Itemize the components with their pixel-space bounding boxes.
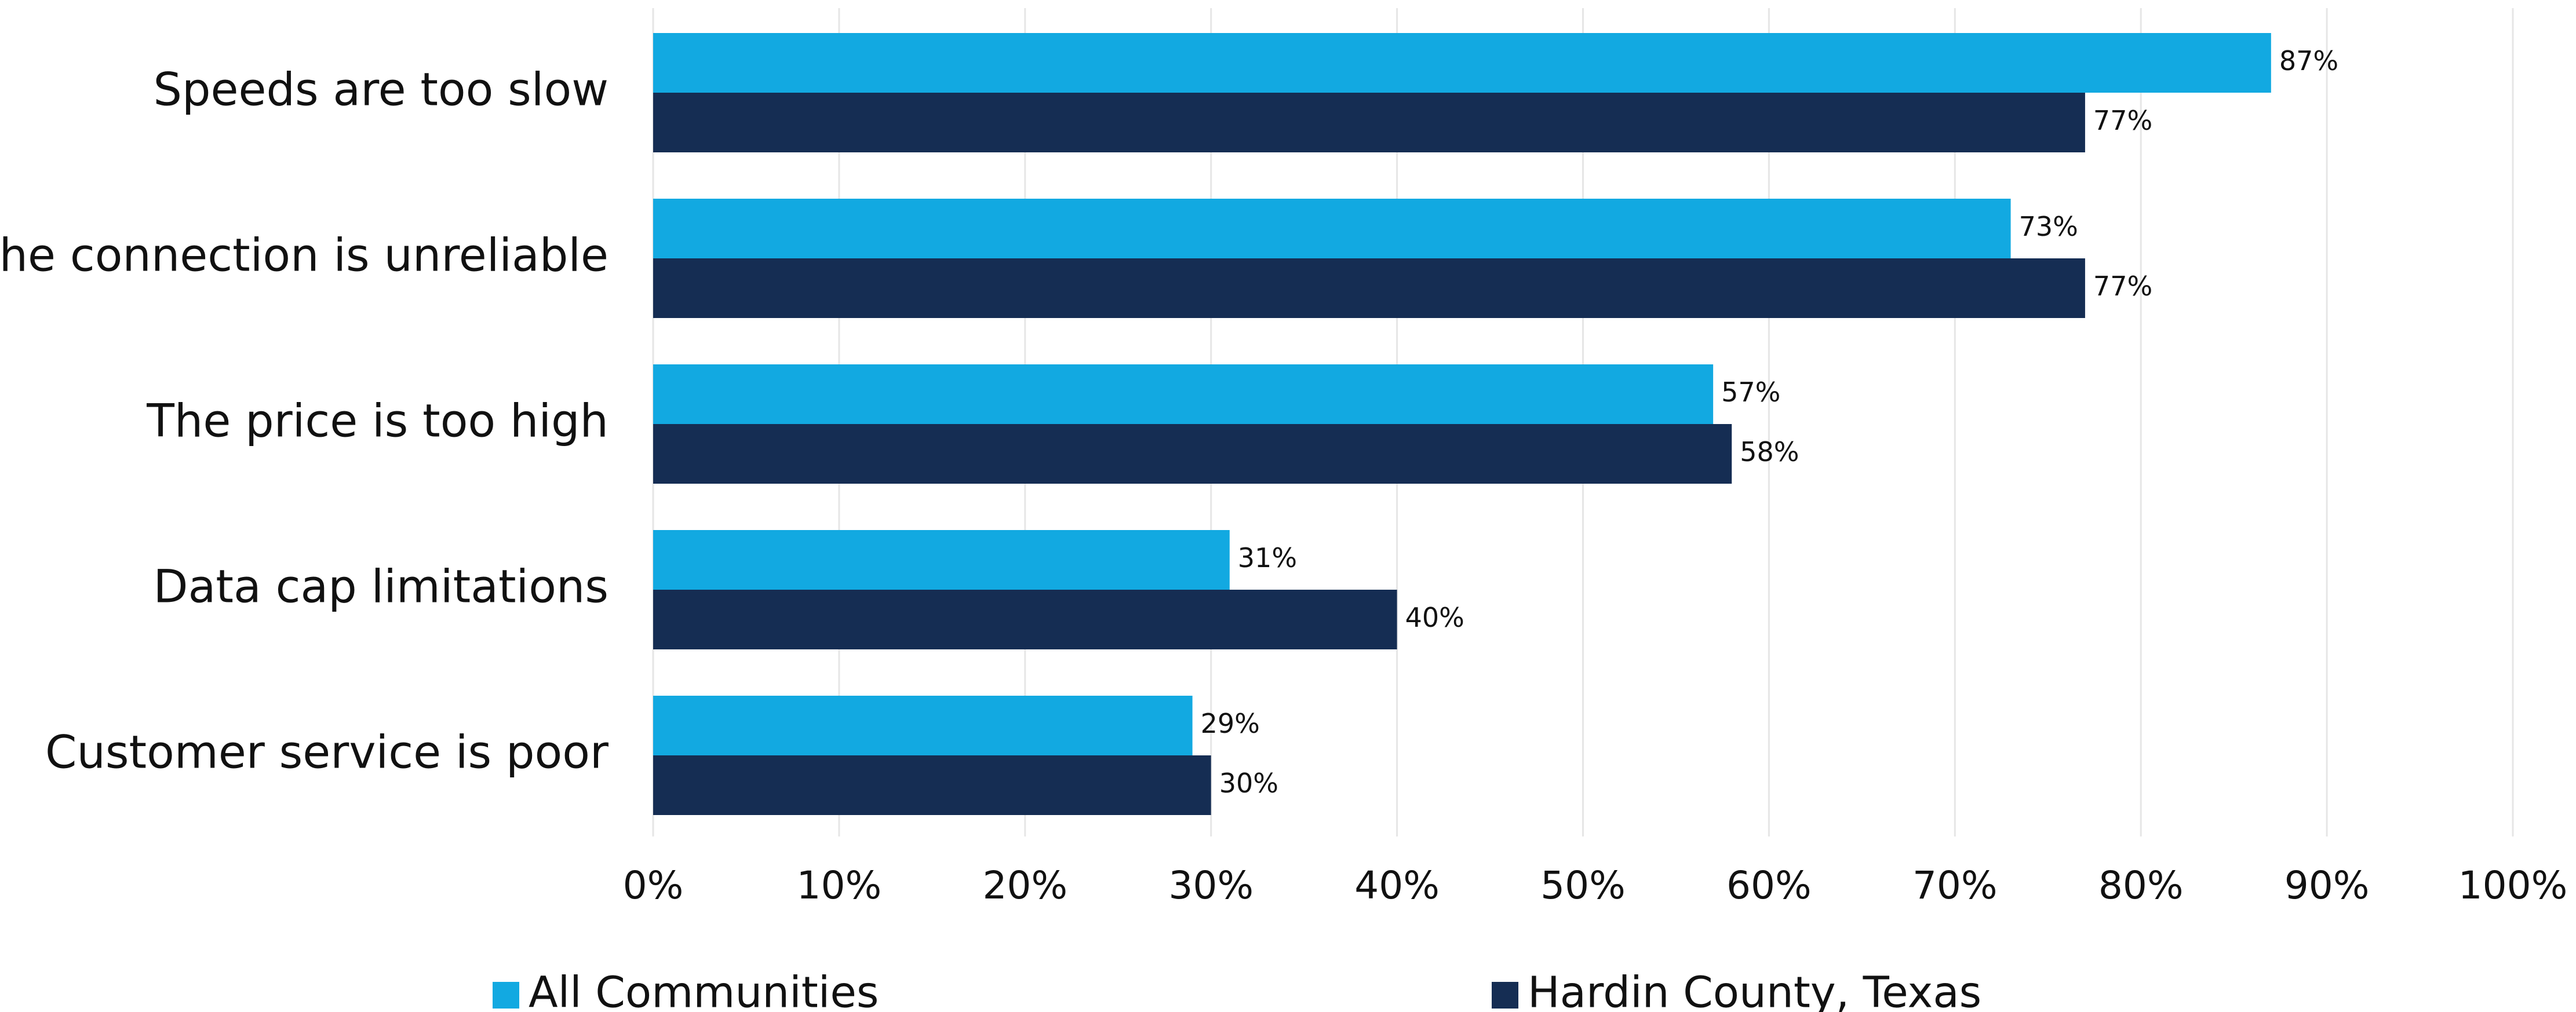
bar: [653, 755, 1211, 815]
value-label: 31%: [1238, 542, 1297, 573]
y-tick-label: The connection is unreliable: [0, 229, 609, 282]
bar: [653, 590, 1397, 649]
x-tick-label: 10%: [797, 863, 882, 908]
y-tick-label: The price is too high: [146, 395, 609, 447]
x-tick-label: 50%: [1540, 863, 1626, 908]
x-tick-label: 80%: [2098, 863, 2184, 908]
bar: [653, 33, 2271, 93]
y-tick-label: Customer service is poor: [45, 726, 609, 779]
x-tick-label: 90%: [2284, 863, 2370, 908]
x-tick-label: 100%: [2458, 863, 2568, 908]
bar: [653, 258, 2085, 318]
bar: [653, 424, 1732, 484]
y-tick-label: Data cap limitations: [154, 561, 609, 613]
bar: [653, 696, 1193, 755]
legend-swatch: [493, 982, 519, 1009]
legend-label: Hardin County, Texas: [1528, 968, 1981, 1012]
x-tick-label: 40%: [1354, 863, 1440, 908]
bar: [653, 530, 1230, 590]
legend-swatch: [1492, 982, 1518, 1009]
value-label: 73%: [2019, 211, 2078, 242]
x-tick-label: 70%: [1912, 863, 1998, 908]
value-label: 77%: [2093, 271, 2152, 302]
x-tick-label: 60%: [1726, 863, 1812, 908]
value-label: 40%: [1405, 602, 1464, 633]
value-label: 30%: [1219, 768, 1278, 799]
value-label: 77%: [2093, 105, 2152, 136]
x-tick-label: 0%: [623, 863, 684, 908]
bar: [653, 199, 2011, 258]
y-tick-label: Speeds are too slow: [153, 64, 609, 116]
value-label: 58%: [1740, 436, 1799, 467]
bar: [653, 364, 1714, 424]
value-label: 57%: [1721, 377, 1780, 408]
x-tick-label: 30%: [1168, 863, 1254, 908]
bar: [653, 93, 2085, 152]
x-tick-label: 20%: [982, 863, 1067, 908]
legend-label: All Communities: [529, 968, 879, 1012]
value-label: 29%: [1201, 708, 1260, 739]
value-label: 87%: [2279, 45, 2338, 76]
